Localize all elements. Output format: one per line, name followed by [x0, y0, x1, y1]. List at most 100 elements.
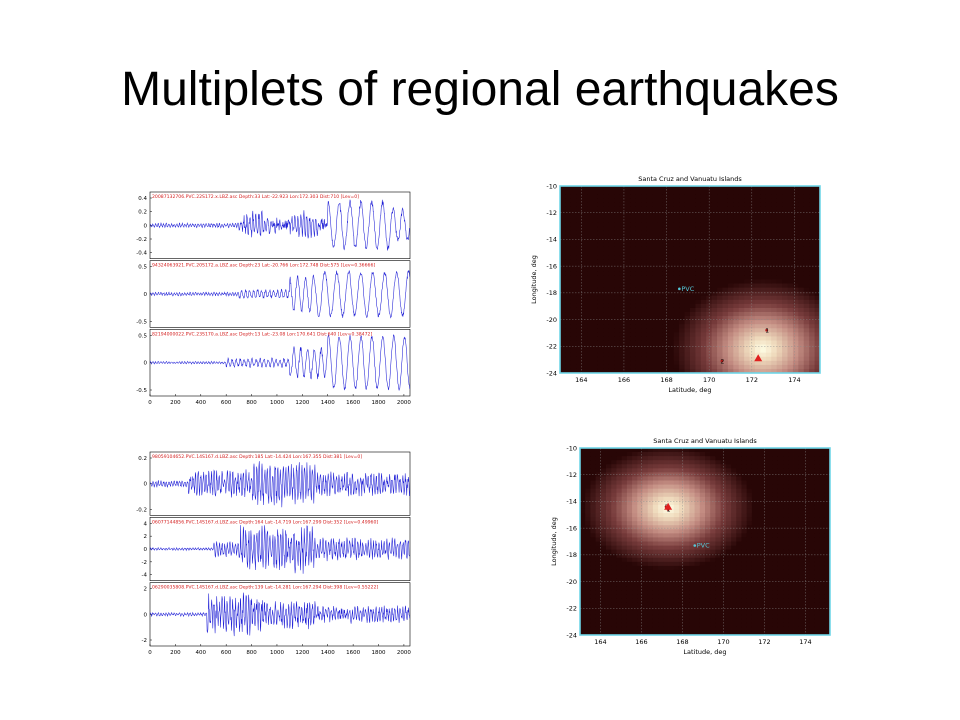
- heat-cell: [597, 295, 604, 301]
- heat-cell: [793, 626, 800, 632]
- heat-cell: [597, 210, 604, 215]
- heat-cell: [772, 492, 779, 498]
- heat-cell: [783, 504, 789, 510]
- heat-cell: [776, 299, 783, 305]
- heat-cell: [570, 360, 577, 366]
- heat-cell: [819, 476, 826, 481]
- heat-cell: [590, 533, 597, 538]
- heat-cell: [585, 500, 591, 506]
- heat-cell: [760, 226, 767, 232]
- heat-cell: [755, 234, 761, 240]
- heat-cell: [585, 574, 591, 579]
- heat-cell: [625, 320, 631, 325]
- heat-cell: [772, 594, 779, 599]
- heat-cell: [809, 574, 815, 579]
- heat-cell: [809, 468, 815, 473]
- heat-cell: [717, 226, 723, 232]
- heat-cell: [705, 496, 711, 502]
- heat-cell: [611, 606, 617, 612]
- heat-cell: [657, 312, 664, 317]
- heat-cell: [679, 246, 685, 252]
- heat-cell: [590, 606, 597, 612]
- heat-cell: [783, 541, 789, 546]
- heat-cell: [689, 533, 695, 538]
- heat-cell: [668, 275, 675, 280]
- heat-cell: [560, 356, 566, 362]
- heat-cell: [760, 307, 767, 313]
- heat-cell: [652, 582, 659, 587]
- heat-cell: [646, 214, 653, 219]
- heat-cell: [646, 368, 653, 374]
- heat-cell: [803, 496, 810, 502]
- heat-cell: [776, 198, 783, 203]
- heat-cell: [652, 303, 658, 309]
- heat-cell: [738, 230, 745, 236]
- heat-cell: [626, 606, 633, 612]
- heat-cell: [668, 610, 675, 616]
- heat-cell: [595, 513, 602, 518]
- heat-cell: [616, 618, 623, 624]
- heat-cell: [700, 259, 707, 264]
- heat-cell: [625, 210, 631, 215]
- heat-cell: [663, 456, 669, 461]
- heat-cell: [595, 626, 602, 632]
- heat-cell: [570, 295, 577, 301]
- heat-cell: [798, 267, 805, 272]
- heat-cell: [673, 218, 680, 223]
- heat-cell: [749, 291, 756, 297]
- heat-cell: [632, 521, 638, 526]
- heat-cell: [809, 594, 815, 599]
- heat-cell: [772, 521, 779, 526]
- heat-cell: [658, 480, 664, 485]
- heat-cell: [642, 553, 649, 559]
- heat-cell: [777, 492, 784, 498]
- heat-cell: [580, 488, 586, 494]
- heat-cell: [803, 328, 810, 333]
- heat-cell: [762, 464, 768, 469]
- heat-cell: [749, 251, 756, 256]
- heat-cell: [611, 578, 617, 583]
- heat-cell: [626, 630, 633, 636]
- heat-cell: [762, 553, 768, 559]
- heat-cell: [798, 561, 805, 567]
- heat-cell: [657, 206, 664, 211]
- heat-cell: [611, 500, 617, 506]
- heat-cell: [581, 291, 588, 297]
- heat-cell: [705, 488, 711, 494]
- heat-cell: [657, 234, 664, 240]
- heat-cell: [560, 218, 566, 223]
- heat-cell: [760, 279, 767, 284]
- heat-cell: [787, 344, 794, 350]
- heat-cell: [694, 606, 701, 612]
- heat-cell: [757, 517, 763, 522]
- heat-cell: [642, 630, 649, 636]
- heat-cell: [689, 480, 695, 485]
- heat-cell: [751, 488, 758, 494]
- heat-cell: [711, 336, 718, 341]
- heat-cell: [814, 521, 820, 526]
- heat-cell: [673, 513, 680, 518]
- heat-cell: [771, 364, 778, 370]
- heat-cell: [705, 630, 711, 636]
- heat-cell: [603, 230, 610, 236]
- heat-cell: [777, 460, 784, 465]
- heat-cell: [814, 251, 821, 256]
- heat-cell: [635, 320, 642, 325]
- heat-cell: [803, 344, 810, 350]
- heat-cell: [611, 508, 617, 514]
- heat-cell: [792, 283, 799, 289]
- heat-cell: [755, 307, 761, 313]
- x-tick-label: 0: [148, 400, 152, 406]
- heat-cell: [762, 517, 768, 522]
- heat-cell: [792, 368, 799, 374]
- heat-cell: [668, 348, 675, 354]
- heat-cell: [678, 586, 685, 591]
- heat-cell: [678, 517, 685, 522]
- heat-cell: [793, 598, 800, 603]
- heat-cell: [652, 364, 658, 370]
- heat-cell: [736, 448, 742, 453]
- heat-cell: [771, 291, 778, 297]
- heat-cell: [722, 218, 729, 223]
- heat-cell: [684, 496, 690, 502]
- heat-cell: [619, 336, 626, 341]
